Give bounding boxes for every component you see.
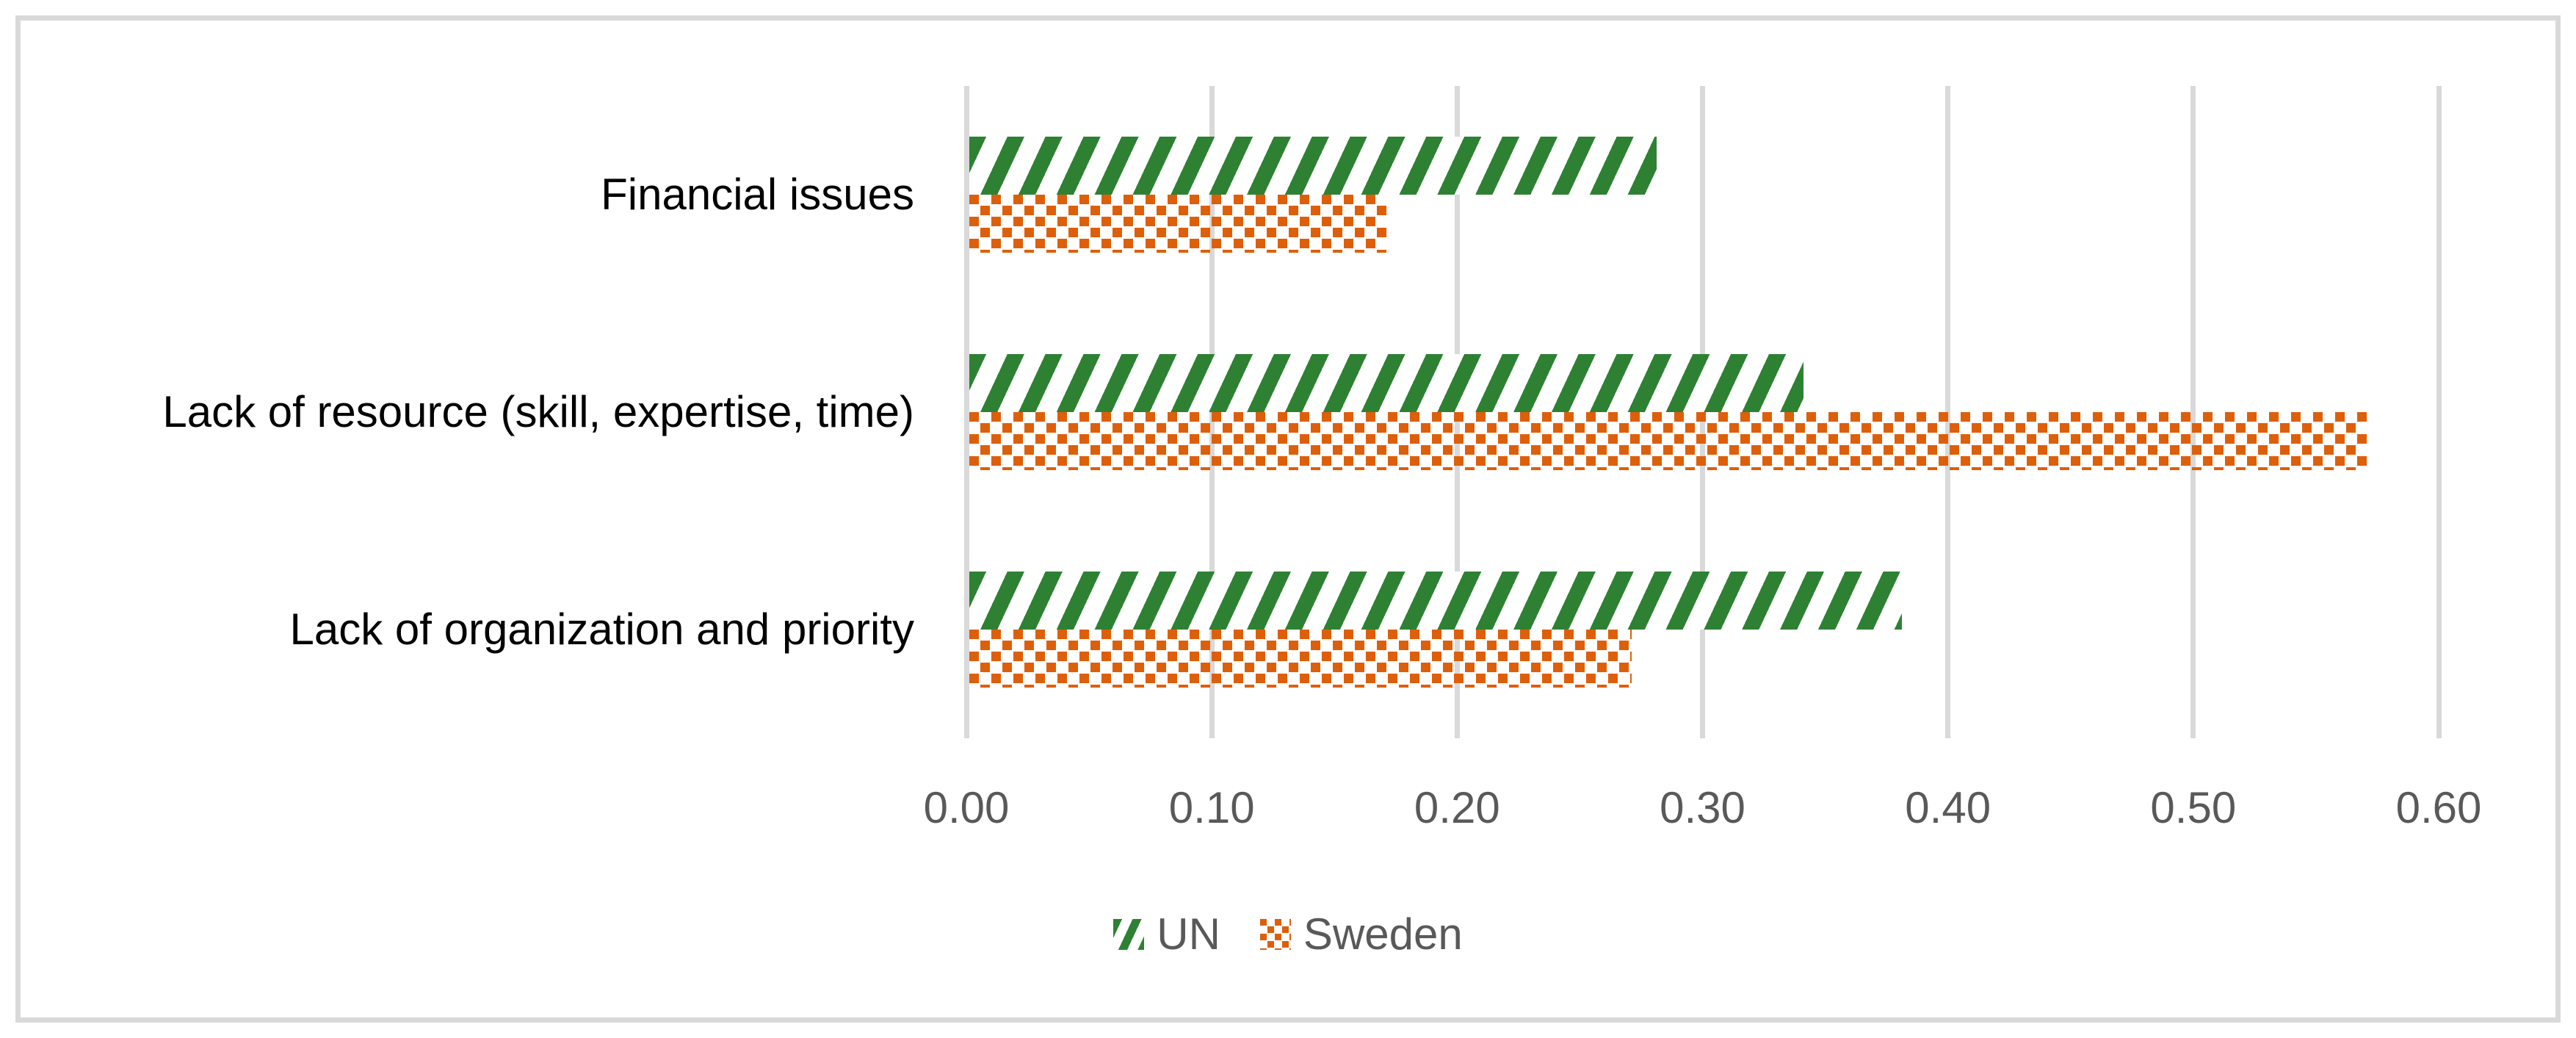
bar-sweden-category-3 [969,630,1632,688]
legend-label: UN [1157,909,1220,959]
x-axis-tick-label: 0.00 [923,783,1010,832]
sweden-pattern-fill [1259,919,1291,950]
x-axis-tick-label: 0.30 [1660,783,1745,832]
bar-un-category-1 [969,137,1657,195]
x-axis-tick-label: 0.20 [1414,783,1500,832]
gridline [2436,86,2442,738]
x-axis-tick-label: 0.50 [2150,783,2237,832]
bar-sweden-category-2 [969,412,2368,470]
legend: UN Sweden [21,911,2555,958]
sweden-pattern-fill [969,412,2368,470]
x-axis-tick-label: 0.10 [1168,783,1255,832]
chart-plot-root: 0.00 0.10 0.20 0.30 0.40 0.50 0.60 Financial is… [21,21,2555,1017]
sweden-pattern-fill [969,195,1386,253]
legend-swatch-un-icon [1113,919,1145,950]
legend-item-sweden: Sweden [1259,909,1463,959]
category-label: Lack of organization and priority [289,605,915,654]
sweden-pattern-fill [969,630,1632,688]
x-axis-tick-label: 0.40 [1905,783,1991,832]
bar-un-category-3 [969,572,1902,630]
bar-un-category-2 [969,354,1803,412]
bar-sweden-category-1 [969,195,1386,253]
x-axis-tick-label: 0.60 [2395,783,2482,832]
legend-swatch-sweden-icon [1259,919,1291,950]
category-label: Financial issues [601,170,914,219]
legend-item-un: UN [1113,911,1220,958]
gridline [963,86,969,738]
chart-figure: 0.00 0.10 0.20 0.30 0.40 0.50 0.60 Financial is… [15,15,2561,1023]
category-label: Lack of resource (skill, expertise, time… [162,387,914,436]
legend-label: Sweden [1303,909,1463,959]
